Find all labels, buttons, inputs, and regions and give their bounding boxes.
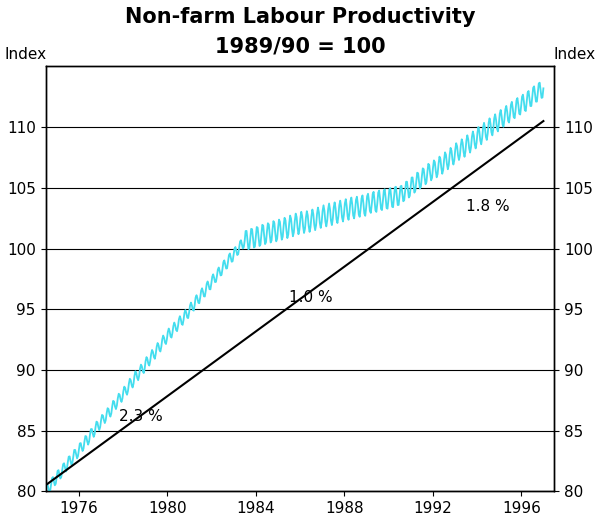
Text: Index: Index [5,47,47,62]
Text: 1.8 %: 1.8 % [466,199,509,213]
Text: 2.3 %: 2.3 % [119,408,163,424]
Title: Non-farm Labour Productivity
1989/90 = 100: Non-farm Labour Productivity 1989/90 = 1… [125,7,475,56]
Text: Index: Index [553,47,595,62]
Text: 1.0 %: 1.0 % [289,290,332,304]
